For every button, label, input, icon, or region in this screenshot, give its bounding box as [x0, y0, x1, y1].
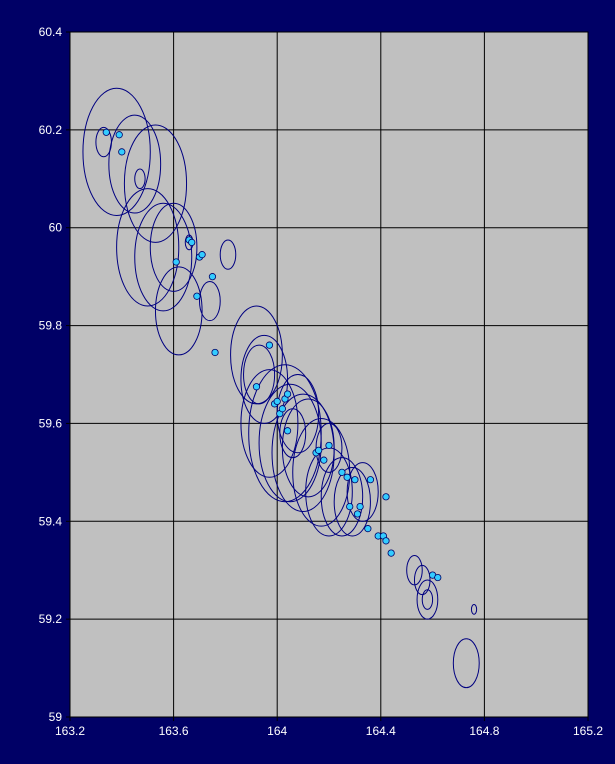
y-tick-label-5: 60 — [49, 221, 63, 235]
data-point-9 — [208, 273, 217, 281]
y-tick-label-7: 60.4 — [39, 25, 63, 39]
radius-circle-1 — [108, 114, 162, 214]
data-point-6 — [193, 292, 201, 300]
y-tick-label-3: 59.6 — [39, 416, 63, 430]
data-point-8 — [198, 251, 206, 259]
plot-area — [70, 32, 588, 717]
radius-circle-3 — [95, 126, 112, 158]
radius-circle-4 — [134, 168, 146, 190]
radius-circle-31 — [421, 589, 434, 610]
radius-circle-7 — [149, 202, 198, 292]
data-point-28 — [353, 510, 362, 518]
data-point-19 — [283, 427, 292, 435]
radius-circle-26 — [346, 462, 379, 522]
radius-circle-17 — [258, 383, 322, 503]
data-point-34 — [382, 493, 390, 501]
data-point-5 — [188, 238, 196, 246]
data-point-35 — [382, 537, 390, 545]
data-point-3 — [172, 258, 180, 266]
radius-circle-6 — [134, 202, 193, 312]
axes: 163.2 163.6 164 164.4 164.8 165.2 59 59.2 59.4 59… — [39, 25, 604, 738]
data-point-36 — [387, 549, 395, 557]
data-point-23 — [325, 441, 333, 450]
plot-border — [69, 31, 589, 718]
y-tick-label-1: 59.2 — [39, 612, 63, 626]
radius-circle-32 — [470, 603, 478, 615]
radius-circle-0 — [82, 87, 151, 216]
data-point-1 — [115, 131, 123, 139]
data-point-12 — [265, 341, 274, 349]
data-point-22 — [320, 456, 328, 464]
data-point-10 — [211, 348, 219, 357]
data-point-2 — [118, 148, 126, 156]
data-point-26 — [346, 503, 354, 511]
radius-circle-2 — [123, 124, 188, 243]
radius-circle-5 — [116, 188, 180, 307]
x-tick-label-4: 164.8 — [469, 724, 499, 738]
data-point-14 — [273, 397, 281, 406]
radius-circle-10 — [219, 239, 237, 270]
data-point-21 — [315, 446, 323, 454]
radius-circle-30 — [416, 579, 439, 620]
y-tick-label-2: 59.4 — [39, 514, 63, 528]
radius-circle-24 — [320, 457, 364, 537]
data-point-24 — [338, 468, 346, 476]
data-point-30 — [364, 525, 372, 533]
x-tick-label-1: 163.6 — [159, 724, 189, 738]
y-tick-label-0: 59 — [49, 710, 63, 724]
data-point-25 — [343, 473, 351, 481]
data-point-29 — [356, 503, 364, 511]
data-point-11 — [252, 383, 261, 391]
x-tick-label-5: 165.2 — [573, 724, 603, 738]
data-point-31 — [366, 476, 375, 484]
radius-circle-29 — [413, 564, 431, 596]
radius-circle-25 — [333, 466, 371, 537]
y-tick-label-6: 60.2 — [39, 123, 63, 137]
data-point-0 — [102, 128, 110, 136]
data-points — [102, 128, 442, 582]
radius-circle-11 — [199, 281, 221, 322]
data-point-18 — [283, 390, 292, 398]
x-tick-label-2: 164 — [267, 724, 287, 738]
x-tick-label-3: 164.4 — [366, 724, 396, 738]
radius-circle-15 — [240, 369, 299, 478]
y-tick-label-4: 59.8 — [39, 319, 63, 333]
radius-circle-33 — [452, 638, 480, 689]
data-point-27 — [351, 476, 359, 484]
radius-circle-8 — [154, 266, 203, 356]
data-point-38 — [434, 573, 442, 582]
data-point-16 — [278, 405, 286, 413]
radius-circle-14 — [243, 344, 276, 405]
x-tick-label-0: 163.2 — [55, 724, 85, 738]
